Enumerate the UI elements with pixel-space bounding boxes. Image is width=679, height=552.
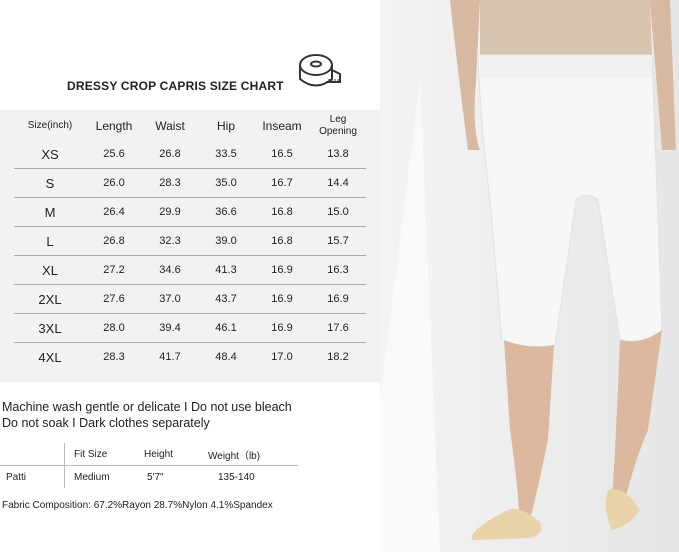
size-label: S: [45, 175, 55, 191]
fit-header-blank: [0, 443, 65, 466]
measurement-cell: 26.4: [103, 206, 125, 218]
size-label: XS: [41, 146, 59, 162]
header-waist: Waist: [155, 119, 185, 133]
measurement-cell: 28.0: [103, 322, 125, 334]
table-row: 3XL 28.0 39.4 46.1 16.9 17.6: [14, 314, 366, 343]
model-weight: 135-140: [218, 471, 255, 483]
size-chart-table: Size(inch) Length Waist Hip Inseam Leg O…: [14, 112, 366, 371]
size-chart-panel: [0, 110, 380, 382]
measurement-cell: 16.7: [271, 177, 293, 189]
sandal-left: [471, 508, 542, 540]
measurement-cell: 18.2: [327, 351, 349, 363]
measurement-cell: 25.6: [103, 148, 125, 160]
measurement-cell: 43.7: [215, 293, 237, 305]
measurement-cell: 46.1: [215, 322, 237, 334]
measurement-cell: 26.8: [103, 235, 125, 247]
header-hip: Hip: [216, 119, 235, 133]
measurement-cell: 17.6: [327, 322, 349, 334]
measurement-cell: 16.9: [271, 322, 293, 334]
measuring-tape-icon: [299, 54, 341, 87]
model-leg-right: [612, 330, 662, 500]
measurement-cell: 37.0: [159, 293, 181, 305]
measurement-cell: 34.6: [159, 264, 181, 276]
measurement-cell: 41.3: [215, 264, 237, 276]
size-label: M: [44, 204, 56, 220]
measurement-cell: 16.8: [271, 206, 293, 218]
care-line-1: Machine wash gentle or delicate I Do not…: [2, 400, 292, 414]
measurement-cell: 35.0: [215, 177, 237, 189]
fit-header-weight: Weight（lb): [208, 443, 298, 466]
size-label: XL: [42, 262, 58, 278]
measurement-cell: 28.3: [159, 177, 181, 189]
fit-header-size: Fit Size: [64, 443, 144, 466]
measurement-cell: 36.6: [215, 206, 237, 218]
measurement-cell: 32.3: [159, 235, 181, 247]
measurement-cell: 33.5: [215, 148, 237, 160]
measurement-cell: 27.2: [103, 264, 125, 276]
measurement-cell: 39.4: [159, 322, 181, 334]
header-leg-opening: Leg Opening: [319, 114, 357, 137]
table-row: 2XL 27.6 37.0 43.7 16.9 16.9: [14, 285, 366, 314]
sandal-right: [605, 489, 640, 530]
size-label: 2XL: [38, 291, 62, 307]
size-label: 3XL: [38, 320, 62, 336]
header-size: Size(inch): [27, 120, 73, 131]
size-chart-title: DRESSY CROP CAPRIS SIZE CHART: [67, 79, 284, 93]
table-row: XS 25.6 26.8 33.5 16.5 13.8: [14, 140, 366, 169]
table-row: S 26.0 28.3 35.0 16.7 14.4: [14, 169, 366, 198]
model-fit-table: Fit Size Height Weight（lb) Patti Medium …: [0, 443, 298, 488]
measurement-cell: 17.0: [271, 351, 293, 363]
waistband: [480, 55, 652, 78]
measurement-cell: 27.6: [103, 293, 125, 305]
measurement-cell: 28.3: [103, 351, 125, 363]
size-label: L: [46, 233, 54, 249]
model-name: Patti: [6, 471, 27, 483]
fit-header-height: Height: [144, 443, 208, 466]
measurement-cell: 16.8: [271, 235, 293, 247]
header-inseam: Inseam: [262, 119, 302, 133]
measurement-cell: 13.8: [327, 148, 349, 160]
measurement-cell: 29.9: [159, 206, 181, 218]
table-row: M 26.4 29.9 36.6 16.8 15.0: [14, 198, 366, 227]
measurement-cell: 16.9: [271, 293, 293, 305]
measurement-cell: 26.8: [159, 148, 181, 160]
measurement-cell: 16.3: [327, 264, 349, 276]
measurement-cell: 15.7: [327, 235, 349, 247]
table-row: XL 27.2 34.6 41.3 16.9 16.3: [14, 256, 366, 285]
header-length: Length: [95, 119, 133, 133]
measurement-cell: 41.7: [159, 351, 181, 363]
model-arm-right: [650, 0, 676, 150]
table-row: L 26.8 32.3 39.0 16.8 15.7: [14, 227, 366, 256]
table-header-row: Size(inch) Length Waist Hip Inseam Leg O…: [14, 112, 366, 140]
measurement-cell: 39.0: [215, 235, 237, 247]
measurement-cell: 15.0: [327, 206, 349, 218]
measurement-cell: 16.9: [327, 293, 349, 305]
model-arm-left: [450, 0, 480, 150]
measurement-cell: 16.9: [271, 264, 293, 276]
care-instructions: Machine wash gentle or delicate I Do not…: [2, 399, 292, 431]
care-line-2: Do not soak I Dark clothes separately: [2, 416, 210, 430]
fabric-composition: Fabric Composition: 67.2%Rayon 28.7%Nylo…: [2, 500, 273, 511]
measurement-cell: 14.4: [327, 177, 349, 189]
table-row: 4XL 28.3 41.7 48.4 17.0 18.2: [14, 343, 366, 372]
model-top: [480, 0, 652, 60]
measurement-cell: 48.4: [215, 351, 237, 363]
model-leg-left: [504, 340, 554, 520]
size-label: 4XL: [38, 349, 62, 365]
model-fit-size: Medium: [64, 465, 144, 488]
model-height: 5'7": [147, 471, 164, 483]
measurement-cell: 16.5: [271, 148, 293, 160]
measurement-cell: 26.0: [103, 177, 125, 189]
product-photo: [380, 0, 679, 552]
